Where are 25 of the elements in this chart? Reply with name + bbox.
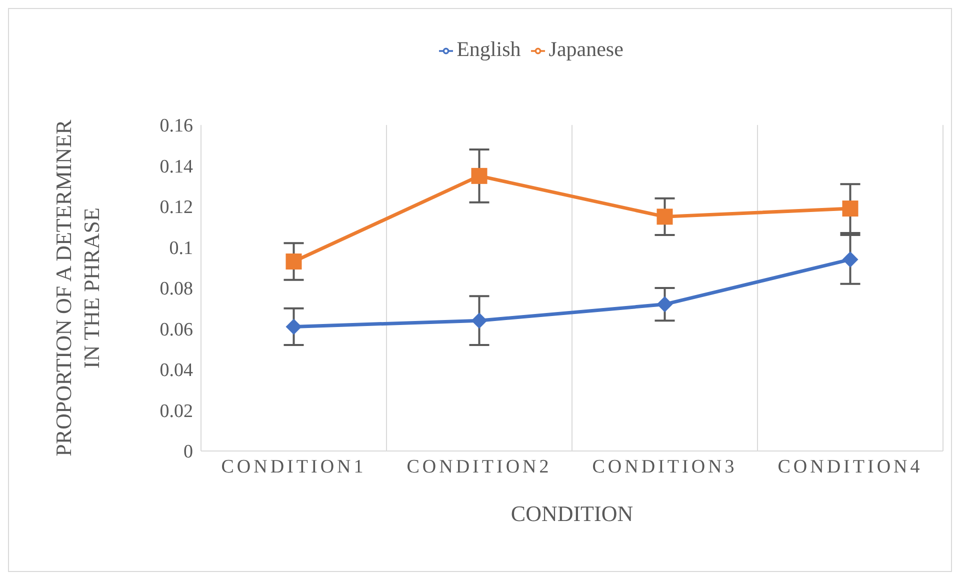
- y-tick-label: 0.04: [160, 360, 194, 382]
- y-tick-label: 0: [184, 442, 193, 463]
- x-tick-label: CONDITION2: [406, 456, 552, 478]
- y-tick-label: 0.08: [160, 278, 193, 300]
- y-tick-label: 0.12: [160, 197, 193, 218]
- point: [656, 296, 673, 312]
- x-tick-label: CONDITION4: [778, 456, 923, 478]
- x-tick-label: CONDITION1: [221, 456, 366, 478]
- point: [286, 254, 302, 270]
- point: [656, 208, 673, 225]
- point: [471, 168, 488, 184]
- y-tick-label: 0.16: [160, 116, 193, 137]
- y-tick-label: 0.1: [169, 238, 193, 259]
- point: [471, 312, 488, 329]
- point: [842, 251, 858, 268]
- x-tick-label: CONDITION3: [592, 456, 738, 478]
- y-tick-label: 0.06: [160, 319, 193, 340]
- point: [842, 200, 858, 217]
- y-axis-title: PROPORTION OF A DETERMINER IN THE PHRASE: [51, 119, 104, 456]
- y-tick-label: 0.14: [160, 156, 194, 178]
- point: [286, 318, 302, 335]
- legend-label: English: [456, 37, 521, 61]
- legend-label: Japanese: [548, 37, 624, 61]
- y-tick-label: 0.02: [160, 400, 193, 422]
- x-axis-title: CONDITION: [510, 501, 634, 526]
